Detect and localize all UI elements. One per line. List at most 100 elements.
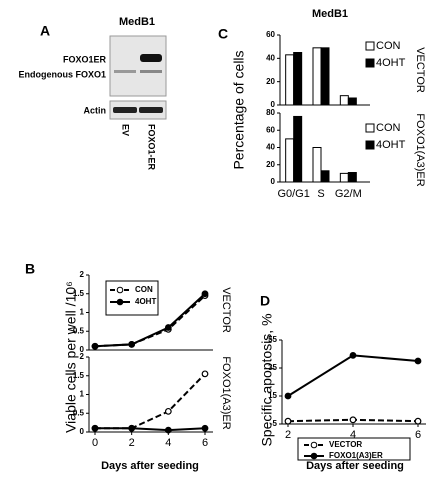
x-tick-label: G2/M bbox=[335, 188, 362, 200]
bar bbox=[339, 95, 349, 106]
legend-marker bbox=[116, 286, 124, 294]
y-tick-label: 2 bbox=[80, 352, 85, 361]
x-tick-label: 2 bbox=[285, 429, 291, 441]
lane-label: EV bbox=[121, 124, 131, 136]
legend-label: CON bbox=[376, 40, 401, 52]
panel-label: C bbox=[218, 26, 228, 42]
panel-label: A bbox=[40, 23, 50, 39]
marker bbox=[164, 426, 172, 434]
marker bbox=[414, 417, 422, 425]
panel-label: B bbox=[25, 261, 35, 277]
series-line bbox=[95, 373, 206, 430]
y-tick-label: 0.5 bbox=[73, 408, 85, 417]
marker bbox=[201, 290, 209, 298]
legend-box bbox=[297, 437, 411, 461]
y-tick-label: 40 bbox=[266, 143, 275, 152]
y-axis-label: Percentage of cells bbox=[231, 50, 247, 169]
marker bbox=[284, 392, 292, 400]
y-tick-label: 60 bbox=[266, 125, 275, 134]
legend-label: VECTOR bbox=[329, 440, 362, 449]
y-axis-label: Specific apoptosis, % bbox=[259, 313, 275, 446]
y-tick-label: 1.5 bbox=[73, 289, 85, 298]
y-tick-label: 35 bbox=[268, 363, 277, 372]
side-label: VECTOR bbox=[220, 287, 232, 333]
blot-band bbox=[140, 54, 162, 62]
y-tick-label: 0 bbox=[271, 100, 276, 109]
bar bbox=[320, 170, 330, 183]
band-label: Actin bbox=[84, 105, 107, 115]
side-label: FOXO1(A3)ER bbox=[414, 113, 426, 186]
panel-label: D bbox=[260, 293, 270, 309]
legend-label: CON bbox=[135, 285, 153, 294]
x-tick-label: 4 bbox=[350, 429, 356, 441]
y-tick-label: 80 bbox=[266, 108, 275, 117]
x-tick-label: 6 bbox=[415, 429, 421, 441]
legend-swatch bbox=[365, 140, 375, 150]
y-tick-label: 20 bbox=[266, 77, 275, 86]
y-tick-label: 15 bbox=[268, 391, 277, 400]
bar bbox=[293, 115, 303, 183]
x-tick-label: 0 bbox=[92, 437, 98, 449]
lane-label: FOXO1-ER bbox=[147, 124, 157, 171]
x-tick-label: 4 bbox=[165, 437, 171, 449]
marker bbox=[164, 407, 172, 415]
marker bbox=[164, 324, 172, 331]
marker bbox=[128, 424, 136, 432]
y-axis-label: Viable cells per well /10⁶ bbox=[63, 281, 79, 433]
legend-label: FOXO1(A3)ER bbox=[329, 451, 383, 460]
bar bbox=[347, 97, 357, 106]
band-label: Endogenous FOXO1 bbox=[18, 69, 106, 79]
legend-marker bbox=[310, 441, 318, 449]
series-line bbox=[95, 427, 206, 432]
series-line bbox=[287, 354, 419, 397]
bar bbox=[293, 52, 303, 106]
blot-membrane bbox=[109, 35, 167, 97]
side-label: FOXO1(A3)ER bbox=[220, 356, 232, 429]
y-tick-label: 0 bbox=[80, 427, 85, 436]
y-tick-label: 1 bbox=[80, 308, 85, 317]
bar bbox=[320, 47, 330, 106]
legend-label: CON bbox=[376, 122, 401, 134]
marker bbox=[201, 424, 209, 432]
marker bbox=[414, 357, 422, 365]
legend-swatch bbox=[365, 58, 375, 68]
legend-marker bbox=[310, 452, 318, 460]
x-axis-label: Days after seeding bbox=[306, 460, 404, 472]
bar bbox=[347, 172, 357, 183]
x-tick-label: G0/G1 bbox=[277, 188, 309, 200]
y-tick-label: 2 bbox=[80, 270, 85, 279]
chart-title: MedB1 bbox=[312, 8, 348, 20]
blot-band bbox=[114, 70, 136, 73]
marker bbox=[91, 424, 99, 432]
y-tick-label: 1.5 bbox=[73, 371, 85, 380]
side-label: VECTOR bbox=[414, 47, 426, 93]
marker bbox=[349, 416, 357, 424]
y-tick-label: -5 bbox=[270, 419, 278, 428]
series-line bbox=[94, 293, 206, 348]
legend-label: 4OHT bbox=[376, 57, 406, 69]
y-tick-label: 0.5 bbox=[73, 326, 85, 335]
y-tick-label: 1 bbox=[80, 390, 85, 399]
y-tick-label: 20 bbox=[266, 160, 275, 169]
marker bbox=[128, 340, 136, 348]
bar bbox=[339, 172, 349, 183]
blot-band bbox=[140, 70, 162, 73]
x-tick-label: S bbox=[317, 188, 324, 200]
y-tick-label: 40 bbox=[266, 53, 275, 62]
legend-swatch bbox=[365, 123, 375, 133]
band-label: FOXO1ER bbox=[63, 54, 107, 64]
blot-membrane bbox=[109, 100, 167, 120]
y-tick-label: 0 bbox=[80, 345, 85, 354]
marker bbox=[349, 352, 357, 359]
x-tick-label: 6 bbox=[202, 437, 208, 449]
blot-band bbox=[113, 107, 137, 113]
legend-marker bbox=[116, 298, 124, 306]
bar bbox=[285, 138, 295, 183]
legend-swatch bbox=[365, 41, 375, 51]
legend-box bbox=[105, 280, 159, 316]
y-tick-label: 0 bbox=[271, 177, 276, 186]
legend-label: 4OHT bbox=[135, 297, 156, 306]
bar bbox=[312, 47, 322, 106]
marker bbox=[201, 370, 209, 378]
